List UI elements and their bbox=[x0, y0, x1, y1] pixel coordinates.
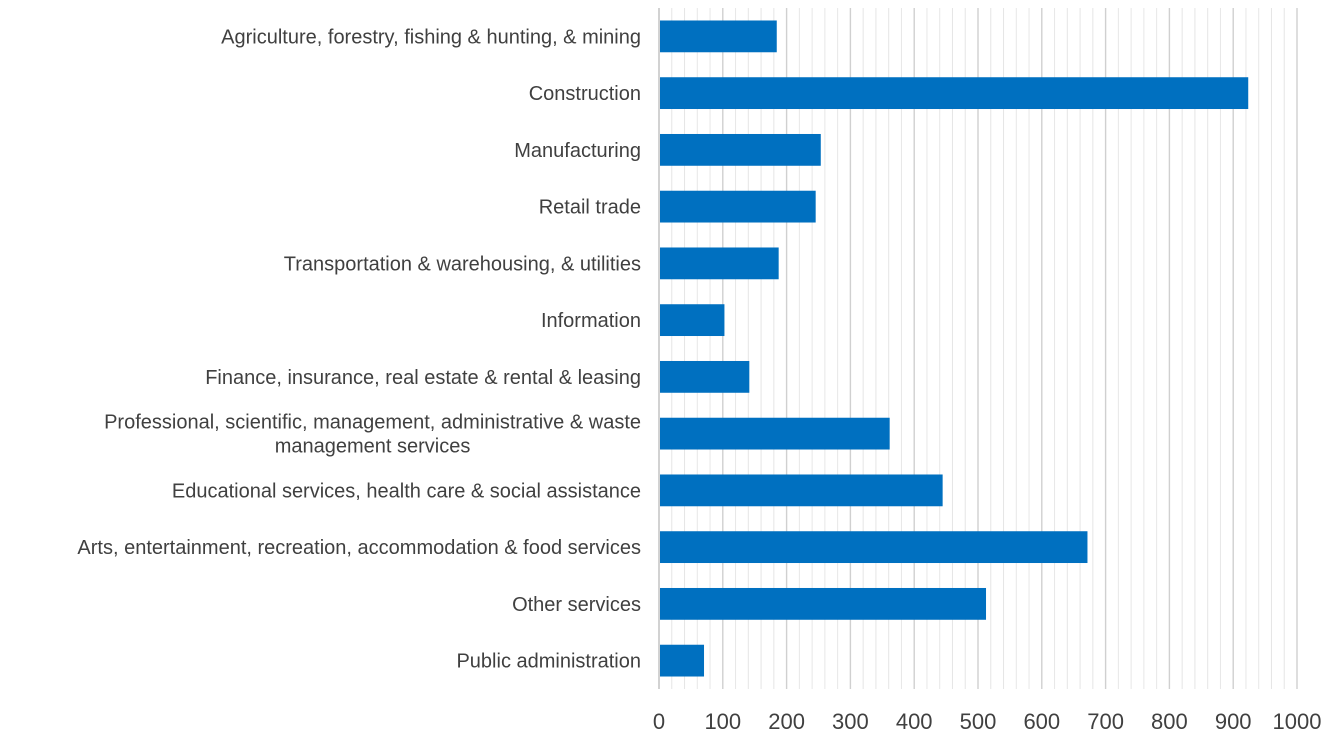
category-label: Educational services, health care & soci… bbox=[172, 480, 641, 502]
x-tick-label: 200 bbox=[768, 709, 805, 734]
bar bbox=[660, 247, 779, 280]
x-tick-label: 900 bbox=[1215, 709, 1252, 734]
x-tick-label: 300 bbox=[832, 709, 869, 734]
bar bbox=[660, 417, 890, 450]
category-label: Finance, insurance, real estate & rental… bbox=[205, 367, 641, 389]
bar bbox=[660, 77, 1249, 110]
category-label: Construction bbox=[529, 83, 641, 105]
bar bbox=[660, 644, 705, 677]
bar bbox=[660, 587, 987, 620]
x-axis-tick-labels: 0 100 200 300 400 500 600 700 800 900 1000 bbox=[653, 709, 1322, 734]
bar bbox=[660, 360, 750, 393]
category-label: Other services bbox=[512, 594, 641, 616]
x-tick-label: 1000 bbox=[1273, 709, 1322, 734]
x-tick-label: 700 bbox=[1087, 709, 1124, 734]
category-label: Manufacturing bbox=[514, 140, 641, 162]
bar bbox=[660, 190, 816, 223]
category-label: Arts, entertainment, recreation, accommo… bbox=[77, 537, 641, 559]
category-label: Retail trade bbox=[539, 197, 641, 219]
x-tick-label: 400 bbox=[896, 709, 933, 734]
category-labels: Agriculture, forestry, fishing & hunting… bbox=[77, 26, 641, 672]
bar bbox=[660, 304, 725, 337]
category-label: Agriculture, forestry, fishing & hunting… bbox=[221, 26, 641, 48]
category-label: Professional, scientific, management, ad… bbox=[104, 412, 641, 458]
category-label: Transportation & warehousing, & utilitie… bbox=[284, 253, 641, 275]
category-label: Information bbox=[541, 310, 641, 332]
x-tick-label: 800 bbox=[1151, 709, 1188, 734]
bar bbox=[660, 531, 1088, 564]
bar bbox=[660, 20, 777, 53]
category-label: Public administration bbox=[456, 651, 641, 673]
gridlines bbox=[671, 8, 1298, 689]
bar bbox=[660, 474, 943, 507]
x-tick-label: 600 bbox=[1023, 709, 1060, 734]
x-tick-label: 500 bbox=[960, 709, 997, 734]
bars bbox=[660, 20, 1249, 677]
bar bbox=[660, 133, 821, 166]
x-tick-label: 0 bbox=[653, 709, 665, 734]
x-tick-label: 100 bbox=[704, 709, 741, 734]
